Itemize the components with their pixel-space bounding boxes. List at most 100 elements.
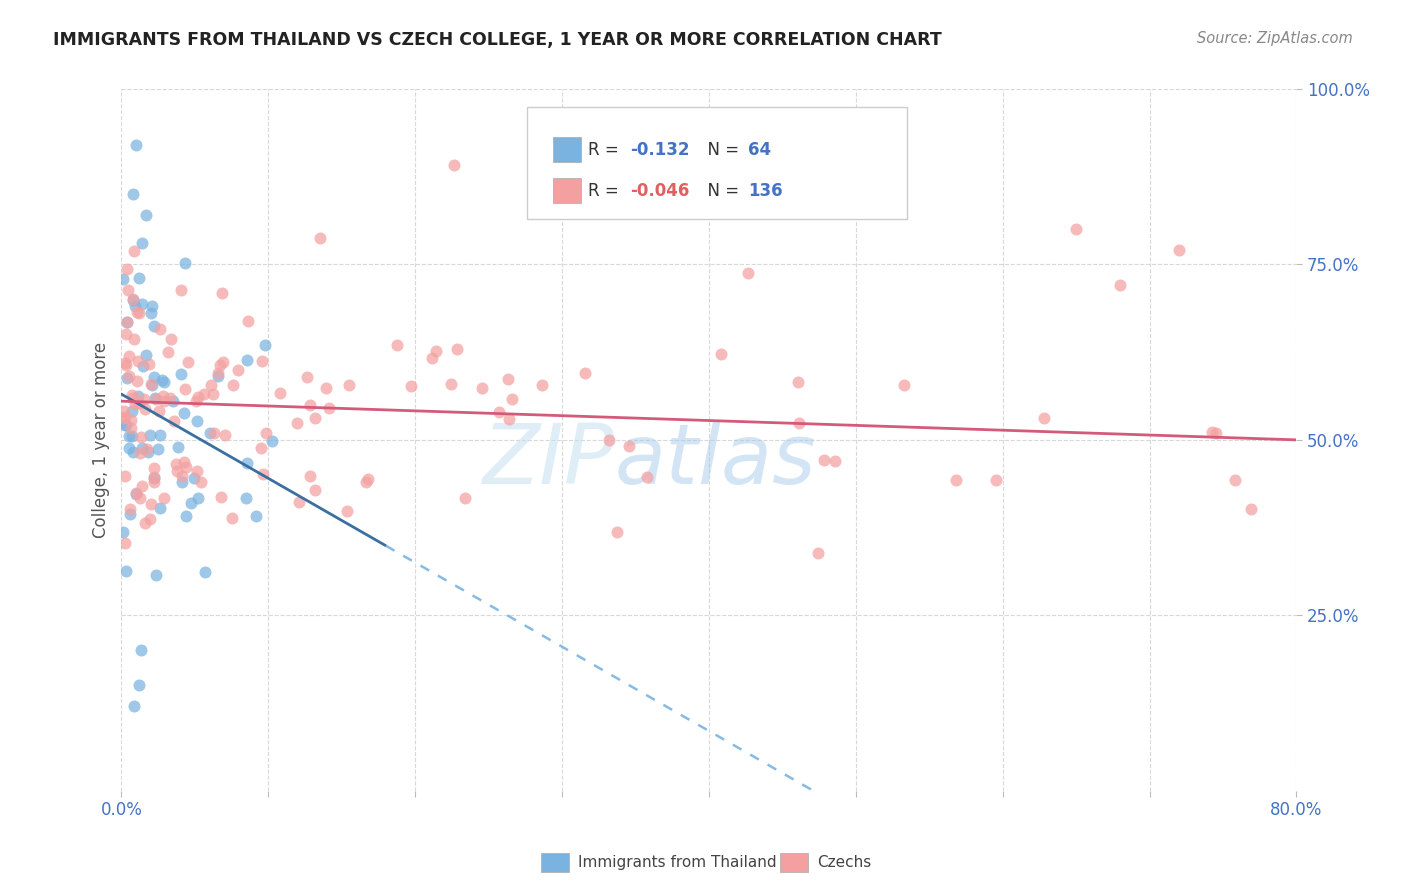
Point xyxy=(120,413,142,427)
Point xyxy=(115,315,138,329)
Point xyxy=(128,306,150,320)
Point xyxy=(221,511,243,525)
Point xyxy=(139,497,162,511)
Point xyxy=(446,343,468,357)
Point xyxy=(143,369,166,384)
Point xyxy=(127,354,149,368)
Point xyxy=(114,536,136,550)
Point xyxy=(186,414,208,428)
Point xyxy=(498,411,520,425)
Point xyxy=(287,417,309,431)
Point xyxy=(118,501,141,516)
Point xyxy=(984,473,1007,487)
Point xyxy=(1223,473,1246,487)
Point xyxy=(125,486,148,500)
Point xyxy=(118,508,141,522)
Text: Immigrants from Thailand: Immigrants from Thailand xyxy=(578,855,776,870)
Point xyxy=(170,475,193,489)
Point xyxy=(149,427,172,442)
Point xyxy=(129,430,152,444)
Point xyxy=(148,442,170,456)
Point xyxy=(174,256,197,270)
Point xyxy=(187,491,209,505)
Text: 64: 64 xyxy=(748,141,770,159)
Point xyxy=(127,389,149,403)
Point xyxy=(142,470,165,484)
Point xyxy=(357,472,380,486)
Point xyxy=(787,376,810,390)
Point xyxy=(132,392,155,406)
Text: -0.046: -0.046 xyxy=(630,182,689,200)
Point xyxy=(245,509,267,524)
Text: Czechs: Czechs xyxy=(817,855,872,870)
Point xyxy=(138,357,160,371)
Point xyxy=(789,416,811,430)
Point xyxy=(131,441,153,455)
Point xyxy=(122,293,145,307)
Point xyxy=(186,464,208,478)
Point xyxy=(143,475,166,489)
Point xyxy=(606,525,628,540)
Point xyxy=(129,446,152,460)
Text: -0.132: -0.132 xyxy=(630,141,689,159)
Point xyxy=(143,461,166,475)
Point xyxy=(354,475,377,490)
Point xyxy=(153,491,176,505)
Point xyxy=(201,387,224,401)
Text: 136: 136 xyxy=(748,182,783,200)
Point xyxy=(315,380,337,394)
Point xyxy=(124,699,146,714)
Point xyxy=(115,315,138,329)
Point xyxy=(134,402,156,417)
Point xyxy=(574,367,596,381)
Point xyxy=(254,338,277,352)
Point xyxy=(135,208,157,222)
Point xyxy=(176,459,198,474)
Point xyxy=(149,501,172,516)
Point xyxy=(297,370,319,384)
Point xyxy=(200,378,222,392)
Point xyxy=(207,366,229,380)
Point xyxy=(159,332,181,346)
Point xyxy=(209,490,232,504)
Point xyxy=(114,417,136,432)
Point xyxy=(207,368,229,383)
Point xyxy=(336,504,359,518)
Point xyxy=(115,418,138,433)
Point xyxy=(252,353,274,368)
Point xyxy=(173,455,195,469)
Point xyxy=(1201,425,1223,439)
Point xyxy=(125,487,148,501)
Point xyxy=(166,440,188,454)
Point xyxy=(138,512,160,526)
Point xyxy=(127,305,149,319)
Point xyxy=(112,524,135,539)
Point xyxy=(425,343,447,358)
Point xyxy=(170,367,193,381)
Point xyxy=(236,456,259,470)
Point xyxy=(139,306,162,320)
Text: Source: ZipAtlas.com: Source: ZipAtlas.com xyxy=(1197,31,1353,46)
Point xyxy=(141,377,163,392)
Point xyxy=(129,643,152,657)
Point xyxy=(112,410,135,425)
Point xyxy=(385,337,408,351)
Point xyxy=(212,355,235,369)
Point xyxy=(236,353,259,368)
Point xyxy=(153,393,176,408)
Point xyxy=(235,491,257,505)
Point xyxy=(1033,411,1056,425)
Point xyxy=(131,479,153,493)
Point xyxy=(135,442,157,457)
Point xyxy=(115,327,138,342)
Point xyxy=(304,483,326,498)
Point xyxy=(141,299,163,313)
Point xyxy=(122,293,145,307)
Point xyxy=(128,491,150,505)
Point xyxy=(893,377,915,392)
Text: IMMIGRANTS FROM THAILAND VS CZECH COLLEGE, 1 YEAR OR MORE CORRELATION CHART: IMMIGRANTS FROM THAILAND VS CZECH COLLEG… xyxy=(53,31,942,49)
Point xyxy=(208,358,231,372)
Point xyxy=(135,348,157,362)
Point xyxy=(1168,244,1191,258)
Point xyxy=(187,390,209,404)
